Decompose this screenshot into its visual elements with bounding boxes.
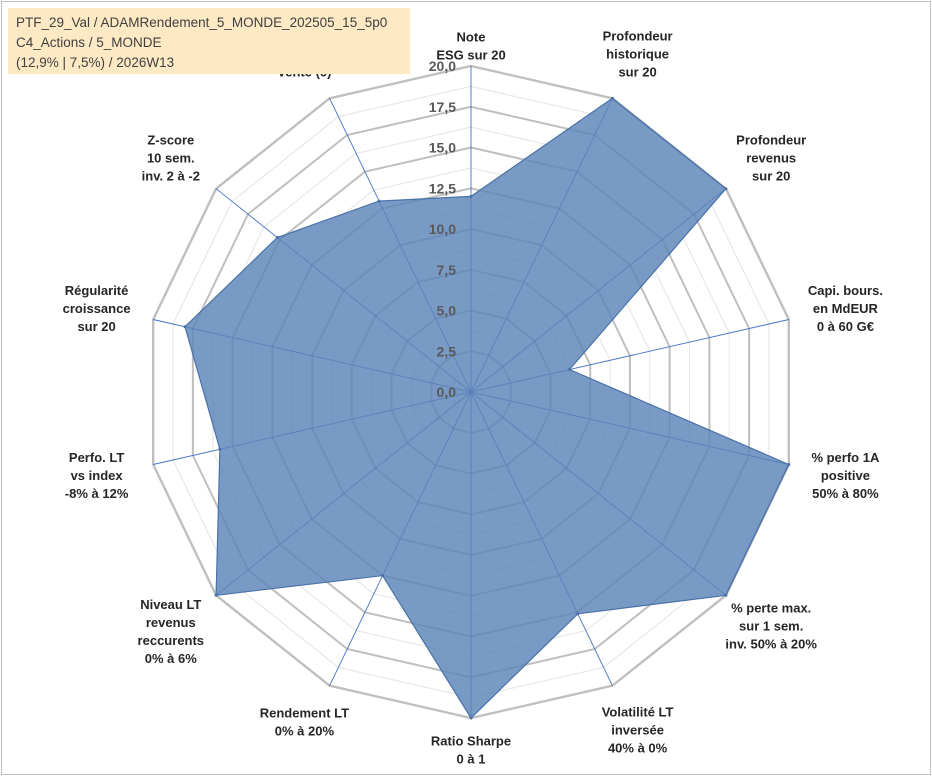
axis-label: Rendement LT 0% à 20% xyxy=(260,705,349,738)
axis-label: Perfo. LT vs index -8% à 12% xyxy=(65,450,129,501)
axis-label-line: -8% à 12% xyxy=(65,486,129,501)
axis-label: Note ESG sur 20 xyxy=(436,30,505,63)
r-tick-label: 15,0 xyxy=(429,140,456,156)
axis-label-line: positive xyxy=(821,468,870,483)
axis-label-line: Régularité xyxy=(65,283,129,298)
axis-label-line: % perfo 1A xyxy=(811,450,880,465)
axis-label: Niveau LT revenus reccurents 0% à 6% xyxy=(138,597,204,666)
axis-label-line: % perte max. xyxy=(731,600,811,615)
axis-label-line: Capi. bours. xyxy=(808,283,883,298)
axis-label-line: sur 20 xyxy=(77,319,115,334)
r-tick-label: 2,5 xyxy=(437,343,457,359)
axis-label: Capi. bours. en MdEUR 0 à 60 G€ xyxy=(808,283,883,334)
data-point xyxy=(568,368,571,371)
axis-label-line: 40% à 0% xyxy=(608,740,668,755)
axis-label-line: sur 20 xyxy=(618,65,656,80)
axis-label-line: Profondeur xyxy=(736,133,806,148)
axis-label-line: inv. 50% à 20% xyxy=(725,636,817,651)
axis-label-line: 10 sem. xyxy=(147,151,195,166)
r-tick-label: 12,5 xyxy=(429,180,456,196)
r-tick-label: 20,0 xyxy=(429,58,456,74)
radial-tick-labels: 0,0 2,5 5,0 7,5 10,0 12,5 15,0 17,5 20,0 xyxy=(429,58,456,400)
axis-label-line: historique xyxy=(606,47,669,62)
axis-label-line: Rendement LT xyxy=(260,705,349,720)
data-point xyxy=(610,96,614,100)
axis-label-line: 0% à 6% xyxy=(145,651,197,666)
radar-series xyxy=(183,96,791,720)
axis-label: % perfo 1A positive 50% à 80% xyxy=(811,450,880,501)
axis-labels: Note ESG sur 20 Profondeur historique sur 20… xyxy=(63,29,883,767)
data-point xyxy=(469,716,473,720)
r-tick-label: 17,5 xyxy=(429,99,456,115)
info-line-2: C4_Actions / 5_MONDE xyxy=(16,35,162,50)
r-tick-label: 0,0 xyxy=(437,384,457,400)
data-point xyxy=(377,199,381,203)
axis-label-line: en MdEUR xyxy=(813,301,879,316)
axis-label: Régularité croissance sur 20 xyxy=(63,283,131,334)
data-point xyxy=(469,194,473,198)
axis-label-line: Ratio Sharpe xyxy=(431,734,511,749)
axis-label-line: sur 1 sem. xyxy=(739,618,803,633)
axis-label-line: Volatilité LT xyxy=(602,704,674,719)
data-point xyxy=(183,325,187,329)
data-point xyxy=(214,593,218,597)
data-point xyxy=(724,593,728,597)
axis-label-line: vs index xyxy=(71,468,124,483)
axis-label-line: croissance xyxy=(63,301,131,316)
data-point xyxy=(381,574,385,578)
data-point xyxy=(218,447,222,451)
axis-label-line: revenus xyxy=(146,615,196,630)
data-point xyxy=(724,187,728,191)
axis-label-line: Profondeur xyxy=(603,29,673,44)
axis-label: Volatilité LT inversée 40% à 0% xyxy=(602,704,674,755)
axis-label-line: Z-score xyxy=(147,133,194,148)
axis-label-line: 0% à 20% xyxy=(275,723,335,738)
axis-label-line: Note xyxy=(457,30,486,45)
axis-label-line: sur 20 xyxy=(752,169,790,184)
axis-label: % perte max. sur 1 sem. inv. 50% à 20% xyxy=(725,600,817,651)
r-tick-label: 7,5 xyxy=(437,262,457,278)
axis-label: Z-score 10 sem. inv. 2 à -2 xyxy=(142,133,200,184)
axis-label-line: revenus xyxy=(746,151,796,166)
data-point xyxy=(275,236,279,239)
data-point xyxy=(787,463,791,466)
axis-label: Profondeur historique sur 20 xyxy=(603,29,673,80)
axis-label-line: Perfo. LT xyxy=(69,450,124,465)
axis-label-line: reccurents xyxy=(138,633,204,648)
data-point xyxy=(576,612,580,616)
axis-label-line: inv. 2 à -2 xyxy=(142,169,200,184)
info-line-3: (12,9% | 7,5%) / 2026W13 xyxy=(16,55,175,70)
axis-label-line: inversée xyxy=(611,722,664,737)
axis-label-line: 0 à 60 G€ xyxy=(817,319,874,334)
axis-label-line: ESG sur 20 xyxy=(436,48,505,63)
axis-label: Ratio Sharpe 0 à 1 xyxy=(431,734,511,767)
r-tick-label: 10,0 xyxy=(429,221,456,237)
info-box: PTF_29_Val / ADAMRendement_5_MONDE_20250… xyxy=(8,8,410,74)
info-line-1: PTF_29_Val / ADAMRendement_5_MONDE_20250… xyxy=(16,15,388,30)
r-tick-label: 5,0 xyxy=(437,303,457,319)
axis-label-line: Niveau LT xyxy=(140,597,201,612)
axis-label-line: 50% à 80% xyxy=(812,486,879,501)
axis-label-line: 0 à 1 xyxy=(457,752,486,767)
axis-label: Profondeur revenus sur 20 xyxy=(736,133,806,184)
